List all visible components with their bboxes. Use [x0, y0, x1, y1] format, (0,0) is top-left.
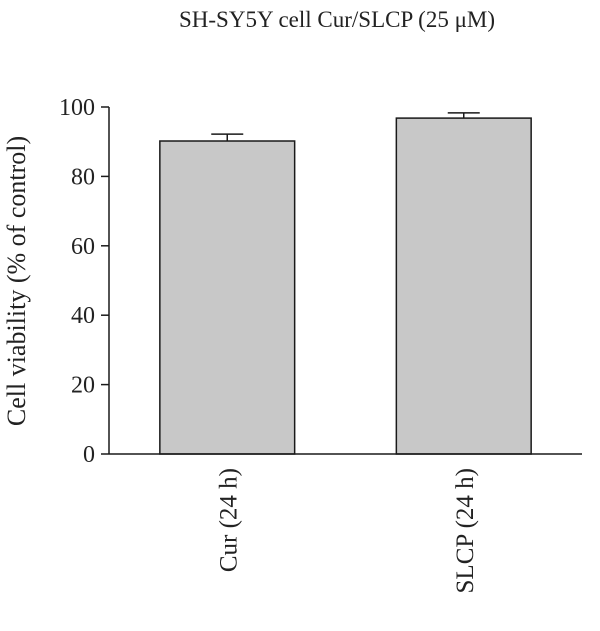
y-axis-label: Cell viability (% of control) — [2, 136, 31, 426]
y-tick-label: 60 — [71, 234, 95, 260]
y-tick-label: 20 — [71, 373, 95, 399]
plot-area: Cur (24 h) SLCP (24 h) 0 20 40 60 80 100 — [59, 95, 582, 593]
chart-title: SH-SY5Y cell Cur/SLCP (25 μM) — [179, 7, 495, 32]
y-tick-label: 40 — [71, 303, 95, 329]
bar-2 — [395, 117, 532, 455]
category-label: SLCP (24 h) — [452, 468, 479, 593]
category-label: Cur (24 h) — [215, 468, 242, 572]
y-tick-label: 100 — [59, 95, 95, 121]
y-tick-label: 0 — [83, 442, 95, 468]
bar-1 — [159, 140, 296, 455]
y-tick-label: 80 — [71, 164, 95, 190]
